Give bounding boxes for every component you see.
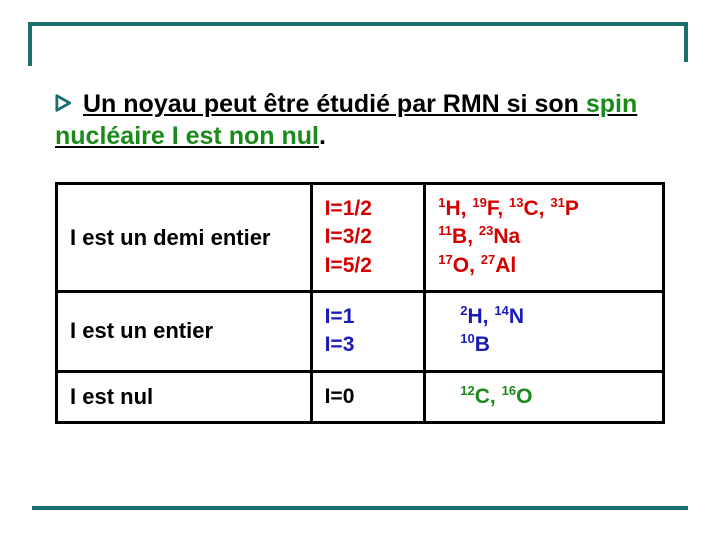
- row-values: I=1/2I=3/2I=5/2: [311, 184, 425, 292]
- row-examples: 12C, 16O: [425, 371, 664, 422]
- arrow-icon: [55, 90, 77, 112]
- table-row: I est nulI=012C, 16O: [57, 371, 664, 422]
- slide-heading: Un noyau peut être étudié par RMN si son…: [55, 88, 665, 152]
- spin-table-body: I est un demi entierI=1/2I=3/2I=5/21H, 1…: [57, 184, 664, 423]
- row-values: I=1I=3: [311, 292, 425, 372]
- table-row: I est un entierI=1I=32H, 14N10B: [57, 292, 664, 372]
- heading-period: .: [319, 122, 326, 150]
- row-values: I=0: [311, 371, 425, 422]
- spin-table: I est un demi entierI=1/2I=3/2I=5/21H, 1…: [55, 182, 665, 424]
- row-desc: I est un demi entier: [57, 184, 312, 292]
- slide-frame-bottom: [32, 506, 688, 510]
- row-desc: I est nul: [57, 371, 312, 422]
- row-desc: I est un entier: [57, 292, 312, 372]
- row-examples: 1H, 19F, 13C, 31P11B, 23Na17O, 27Al: [425, 184, 664, 292]
- heading-part1: Un noyau peut être étudié par RMN si son: [83, 90, 586, 118]
- row-examples: 2H, 14N10B: [425, 292, 664, 372]
- slide-frame-top: [32, 22, 688, 62]
- table-row: I est un demi entierI=1/2I=3/2I=5/21H, 1…: [57, 184, 664, 292]
